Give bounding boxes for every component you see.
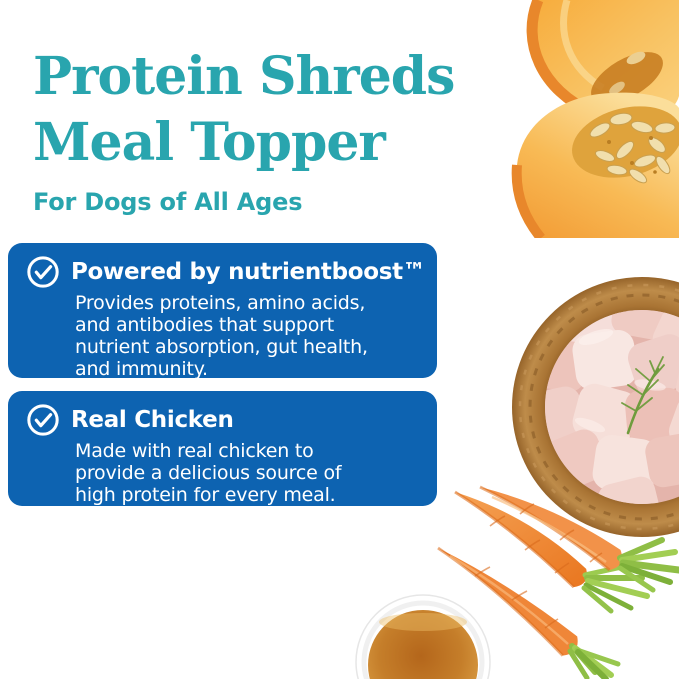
feature-body-line: and antibodies that support bbox=[75, 314, 335, 336]
feature-body-line: high protein for every meal. bbox=[75, 484, 336, 506]
feature-body-line: Made with real chicken to bbox=[75, 440, 314, 462]
feature-card-real-chicken: Real Chicken Made with real chicken to p… bbox=[8, 391, 437, 506]
check-circle-icon bbox=[27, 404, 59, 436]
feature-body-line: and immunity. bbox=[75, 358, 208, 380]
pumpkin-photo bbox=[505, 0, 679, 242]
feature-body-line: provide a delicious source of bbox=[75, 462, 342, 484]
feature-heading: Powered by nutrientboost™ bbox=[71, 259, 426, 285]
feature-body: Made with real chicken to provide a deli… bbox=[8, 437, 437, 506]
subtitle: For Dogs of All Ages bbox=[33, 188, 303, 216]
carrots-photo bbox=[430, 478, 679, 679]
wooden-bowl-chicken-illustration bbox=[512, 277, 679, 537]
feature-card-header: Powered by nutrientboost™ bbox=[8, 243, 437, 289]
chicken-bowl-photo bbox=[500, 265, 679, 555]
broth-bowl-photo bbox=[340, 588, 510, 679]
feature-card-header: Real Chicken bbox=[8, 391, 437, 437]
carrots-illustration bbox=[437, 485, 679, 679]
check-circle-icon bbox=[27, 256, 59, 288]
page-title: Protein Shreds Meal Topper bbox=[33, 44, 455, 176]
feature-card-nutrientboost: Powered by nutrientboost™ Provides prote… bbox=[8, 243, 437, 380]
feature-heading: Real Chicken bbox=[71, 407, 234, 433]
title-line-2: Meal Topper bbox=[33, 112, 386, 173]
title-line-1: Protein Shreds bbox=[33, 46, 455, 107]
feature-body: Provides proteins, amino acids, and anti… bbox=[8, 289, 437, 380]
feature-body-line: nutrient absorption, gut health, bbox=[75, 336, 368, 358]
pumpkin-slices-illustration bbox=[511, 0, 679, 242]
broth-bowl-illustration bbox=[355, 594, 491, 679]
feature-body-line: Provides proteins, amino acids, bbox=[75, 292, 366, 314]
